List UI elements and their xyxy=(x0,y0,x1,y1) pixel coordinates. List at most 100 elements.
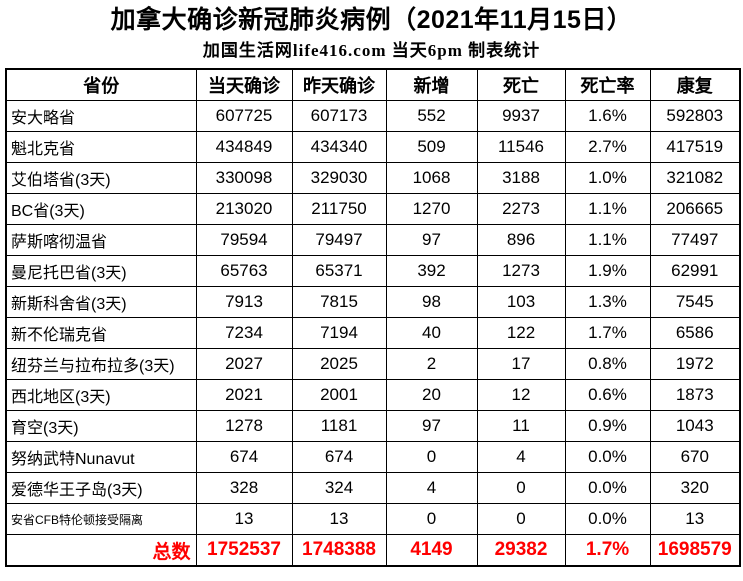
value-cell: 674 xyxy=(291,441,387,473)
value-cell: 2021 xyxy=(195,379,293,411)
total-value-cell: 1.7% xyxy=(564,534,651,567)
value-cell: 65371 xyxy=(291,255,387,287)
value-cell: 13 xyxy=(195,503,293,535)
value-cell: 206665 xyxy=(649,193,741,225)
value-cell: 7545 xyxy=(649,286,741,318)
page-title: 加拿大确诊新冠肺炎病例（2021年11月15日） xyxy=(110,6,633,34)
value-cell: 1.1% xyxy=(564,224,651,256)
value-cell: 1.0% xyxy=(564,162,651,194)
table-row: 育空(3天) 1278 1181 97 11 0.9% 1043 xyxy=(5,410,741,442)
value-cell: 0.8% xyxy=(564,348,651,380)
province-label: 萨斯喀彻温省 xyxy=(5,224,197,256)
value-cell: 79594 xyxy=(195,224,293,256)
value-cell: 4 xyxy=(385,472,478,504)
province-label: 新不伦瑞克省 xyxy=(5,317,197,349)
province-label: 纽芬兰与拉布拉多(3天) xyxy=(5,348,197,380)
value-cell: 1043 xyxy=(649,410,741,442)
value-cell: 329030 xyxy=(291,162,387,194)
value-cell: 98 xyxy=(385,286,478,318)
value-cell: 0.6% xyxy=(564,379,651,411)
value-cell: 434340 xyxy=(291,131,387,163)
column-header-6: 康复 xyxy=(649,68,741,101)
table-head: 省份 当天确诊 昨天确诊 新增 死亡 死亡率 康复 xyxy=(5,68,741,101)
value-cell: 7913 xyxy=(195,286,293,318)
value-cell: 328 xyxy=(195,472,293,504)
table-row: 努纳武特Nunavut 674 674 0 4 0.0% 670 xyxy=(5,441,741,473)
value-cell: 2 xyxy=(385,348,478,380)
value-cell: 7194 xyxy=(291,317,387,349)
value-cell: 320 xyxy=(649,472,741,504)
value-cell: 0 xyxy=(385,503,478,535)
value-cell: 6586 xyxy=(649,317,741,349)
value-cell: 2.7% xyxy=(564,131,651,163)
province-label: 努纳武特Nunavut xyxy=(5,441,197,473)
value-cell: 4 xyxy=(476,441,566,473)
value-cell: 62991 xyxy=(649,255,741,287)
value-cell: 1068 xyxy=(385,162,478,194)
value-cell: 1270 xyxy=(385,193,478,225)
value-cell: 97 xyxy=(385,410,478,442)
value-cell: 607725 xyxy=(195,100,293,132)
source-subtitle: 加国生活网life416.com 当天6pm 制表统计 xyxy=(202,41,541,60)
table-row: 爱德华王子岛(3天) 328 324 4 0 0.0% 320 xyxy=(5,472,741,504)
value-cell: 2027 xyxy=(195,348,293,380)
total-row: 总数 1752537 1748388 4149 29382 1.7% 1698579 xyxy=(5,534,741,567)
column-header-4: 死亡 xyxy=(476,68,566,101)
total-value-cell: 4149 xyxy=(385,534,478,567)
value-cell: 509 xyxy=(385,131,478,163)
province-label: 艾伯塔省(3天) xyxy=(5,162,197,194)
value-cell: 0.0% xyxy=(564,503,651,535)
value-cell: 1.6% xyxy=(564,100,651,132)
value-cell: 122 xyxy=(476,317,566,349)
value-cell: 0.0% xyxy=(564,472,651,504)
value-cell: 417519 xyxy=(649,131,741,163)
value-cell: 896 xyxy=(476,224,566,256)
column-header-3: 新增 xyxy=(385,68,478,101)
table-header-row: 省份 当天确诊 昨天确诊 新增 死亡 死亡率 康复 xyxy=(5,68,741,101)
value-cell: 1972 xyxy=(649,348,741,380)
province-label: 育空(3天) xyxy=(5,410,197,442)
column-header-1: 当天确诊 xyxy=(195,68,293,101)
value-cell: 434849 xyxy=(195,131,293,163)
table-row: 魁北克省 434849 434340 509 11546 2.7% 417519 xyxy=(5,131,741,163)
value-cell: 321082 xyxy=(649,162,741,194)
value-cell: 103 xyxy=(476,286,566,318)
table-row: 西北地区(3天) 2021 2001 20 12 0.6% 1873 xyxy=(5,379,741,411)
value-cell: 0.9% xyxy=(564,410,651,442)
province-label: 曼尼托巴省(3天) xyxy=(5,255,197,287)
value-cell: 0 xyxy=(385,441,478,473)
total-label: 总数 xyxy=(5,534,197,567)
total-value-cell: 29382 xyxy=(476,534,566,567)
value-cell: 11 xyxy=(476,410,566,442)
province-label: BC省(3天) xyxy=(5,193,197,225)
value-cell: 12 xyxy=(476,379,566,411)
value-cell: 13 xyxy=(291,503,387,535)
value-cell: 7234 xyxy=(195,317,293,349)
table-row: 新不伦瑞克省 7234 7194 40 122 1.7% 6586 xyxy=(5,317,741,349)
total-value-cell: 1748388 xyxy=(291,534,387,567)
total-value-cell: 1698579 xyxy=(649,534,741,567)
province-label: 爱德华王子岛(3天) xyxy=(5,472,197,504)
province-label: 西北地区(3天) xyxy=(5,379,197,411)
province-label: 魁北克省 xyxy=(5,131,197,163)
value-cell: 670 xyxy=(649,441,741,473)
value-cell: 65763 xyxy=(195,255,293,287)
table-row: 萨斯喀彻温省 79594 79497 97 896 1.1% 77497 xyxy=(5,224,741,256)
value-cell: 1278 xyxy=(195,410,293,442)
value-cell: 77497 xyxy=(649,224,741,256)
table-row: 艾伯塔省(3天) 330098 329030 1068 3188 1.0% 321082 xyxy=(5,162,741,194)
province-label: 安省CFB特伦顿接受隔离 xyxy=(5,503,197,535)
covid-stats-table: 省份 当天确诊 昨天确诊 新增 死亡 死亡率 康复 安大略省 607725 607173 552 9… xyxy=(5,68,741,567)
total-value-cell: 1752537 xyxy=(195,534,293,567)
value-cell: 3188 xyxy=(476,162,566,194)
value-cell: 324 xyxy=(291,472,387,504)
value-cell: 674 xyxy=(195,441,293,473)
value-cell: 607173 xyxy=(291,100,387,132)
value-cell: 1873 xyxy=(649,379,741,411)
column-header-5: 死亡率 xyxy=(564,68,651,101)
value-cell: 1.3% xyxy=(564,286,651,318)
table-row: BC省(3天) 213020 211750 1270 2273 1.1% 206665 xyxy=(5,193,741,225)
value-cell: 213020 xyxy=(195,193,293,225)
value-cell: 330098 xyxy=(195,162,293,194)
value-cell: 552 xyxy=(385,100,478,132)
